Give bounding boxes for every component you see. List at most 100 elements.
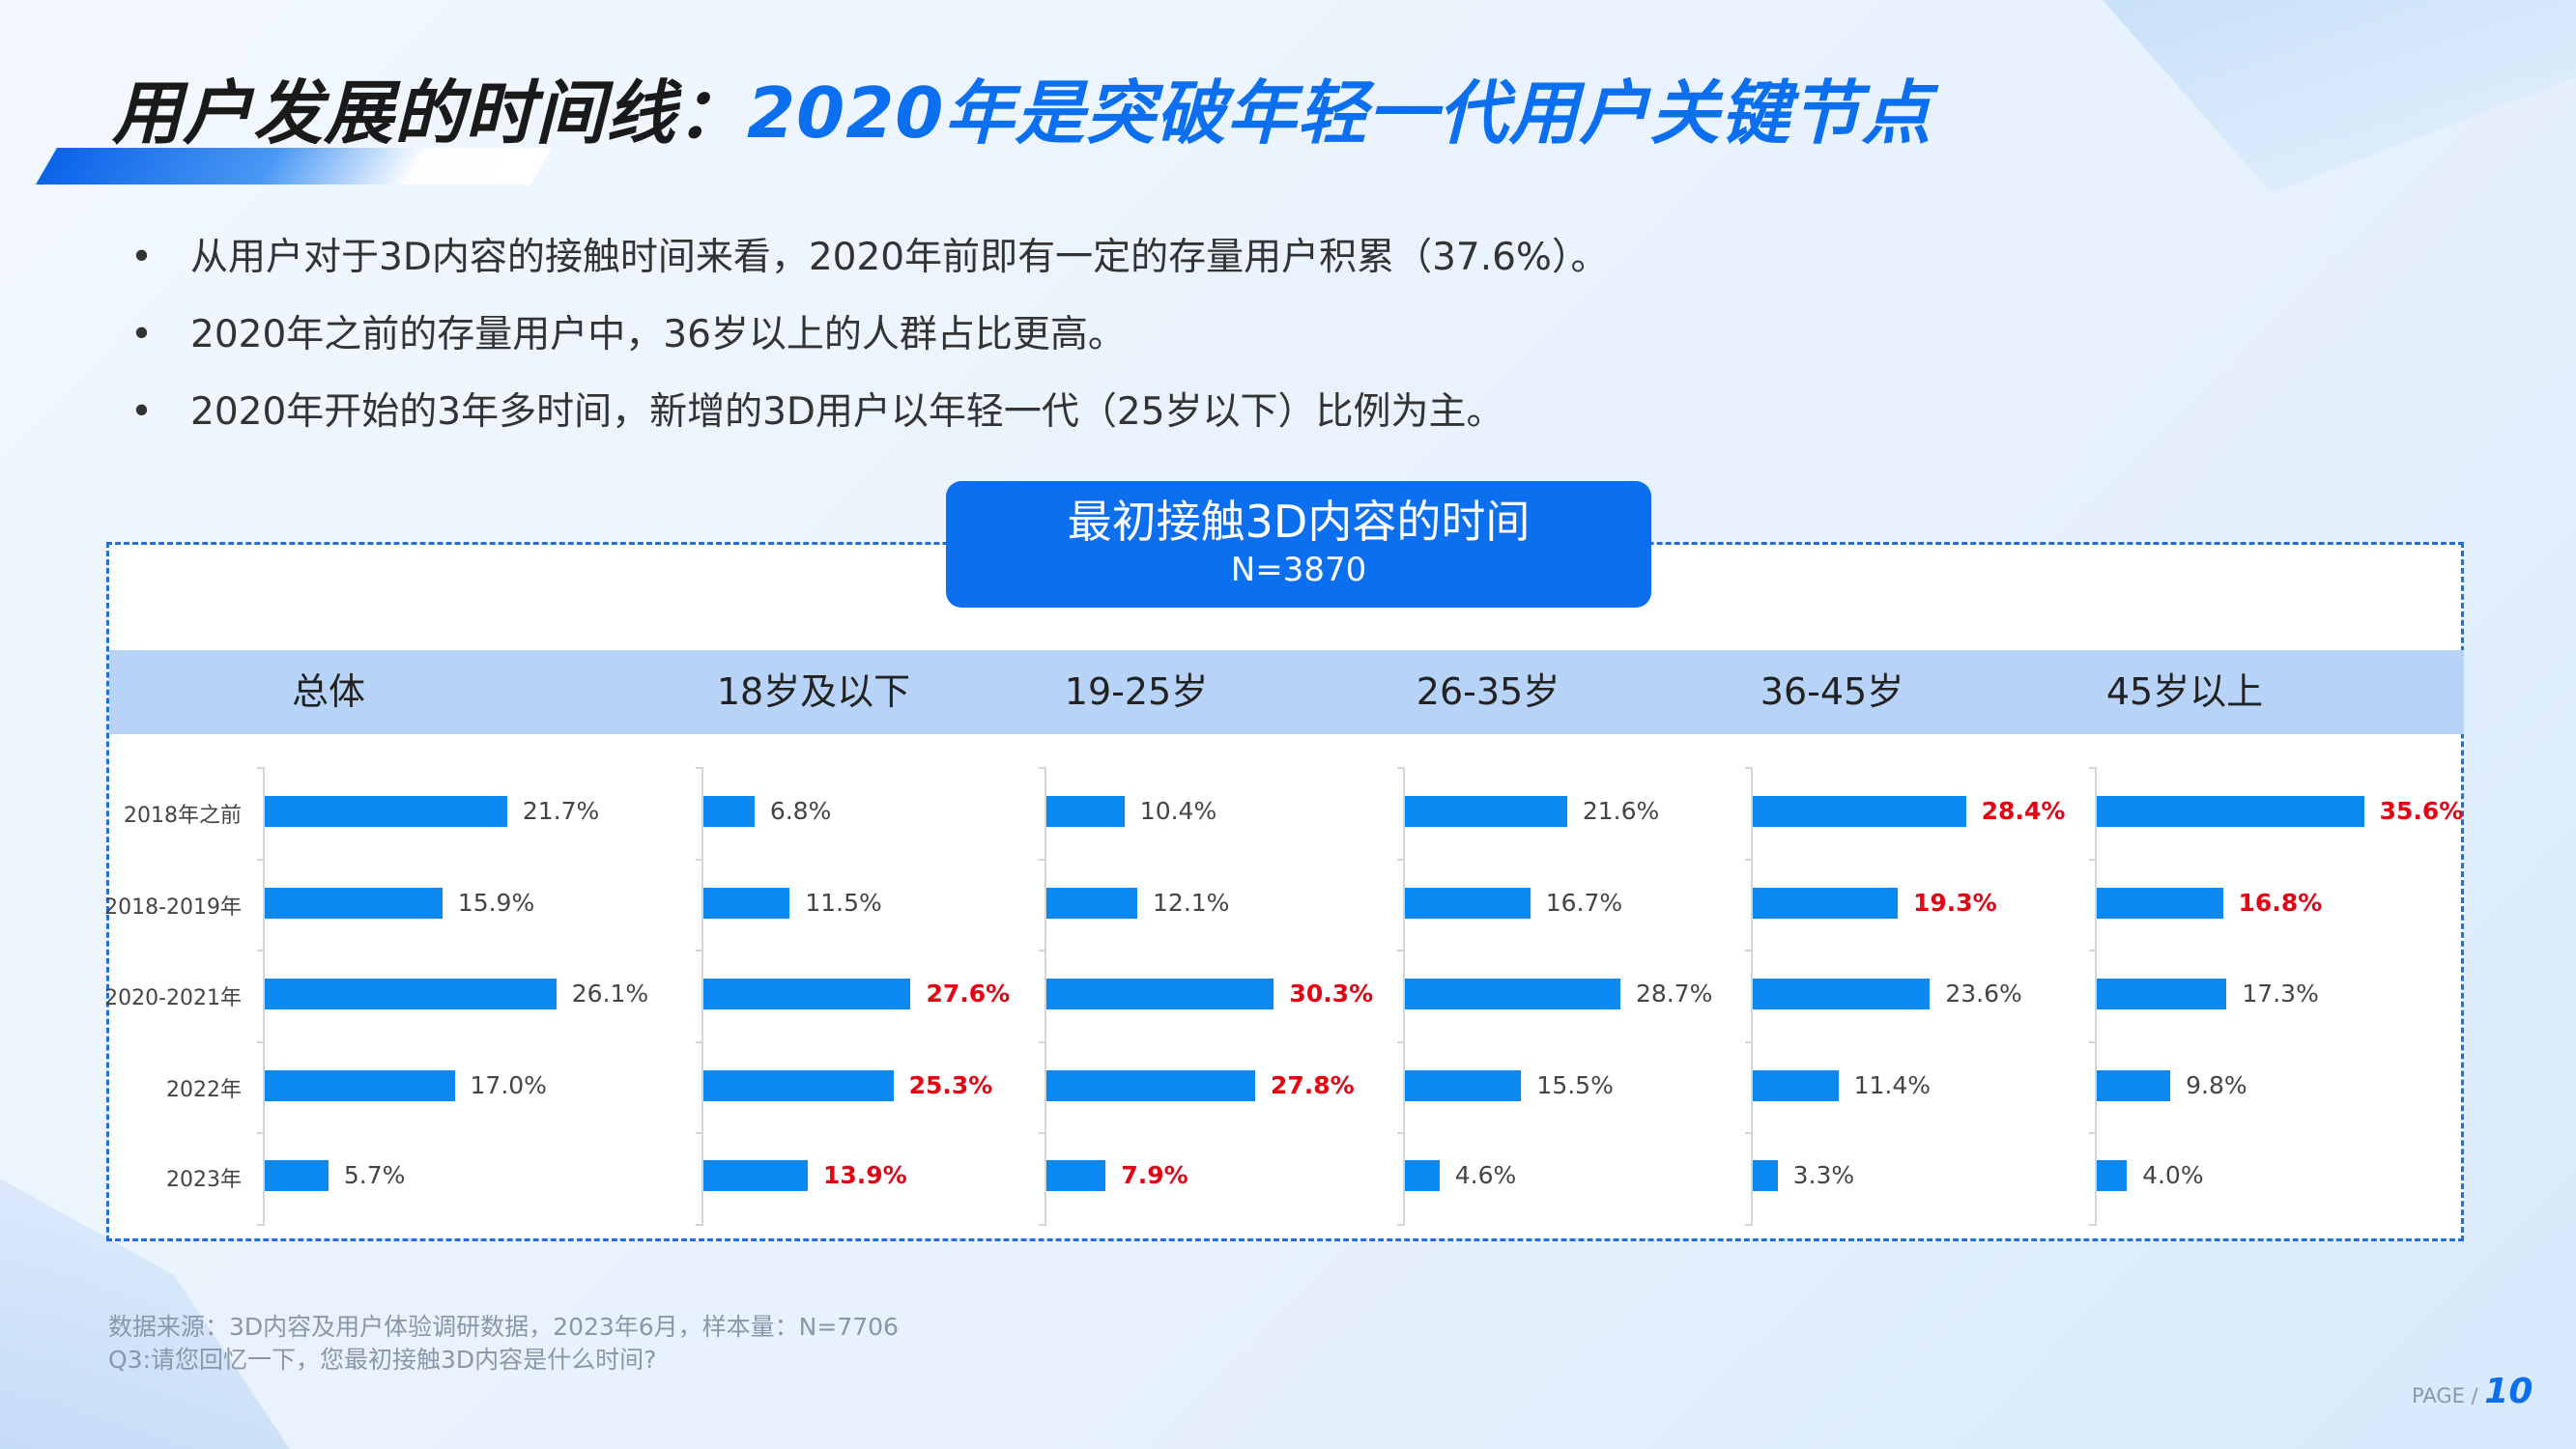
axis-tick [1745, 767, 1753, 769]
axis-tick [2089, 767, 2097, 769]
background-decoration [2103, 0, 2576, 193]
chart-sample-size: N=3870 [1230, 551, 1367, 589]
axis-tick [1397, 1040, 1405, 1043]
data-label: 12.1% [1153, 889, 1230, 917]
page-number-value: 10 [2484, 1372, 2533, 1411]
data-label: 21.6% [1582, 797, 1660, 825]
bar [1046, 979, 1274, 1009]
footer-source: 数据来源：3D内容及用户体验调研数据，2023年6月，样本量：N=7706 [108, 1313, 899, 1341]
axis-tick [1745, 950, 1753, 952]
bar [1405, 888, 1531, 919]
category-label: 2022年 [166, 1078, 242, 1102]
data-label: 17.3% [2242, 980, 2319, 1008]
bar [1405, 796, 1567, 827]
bar [703, 888, 790, 919]
data-label: 15.5% [1536, 1071, 1614, 1099]
axis-line [1751, 767, 1753, 1225]
bar [1405, 979, 1620, 1009]
axis-tick [257, 1224, 265, 1226]
axis-tick [696, 767, 703, 769]
axis-line [1403, 767, 1405, 1225]
bar [1046, 1070, 1255, 1101]
data-label: 15.9% [457, 889, 535, 917]
chart-title: 最初接触3D内容的时间 [1067, 496, 1531, 548]
bar [1405, 1160, 1440, 1191]
axis-tick [696, 950, 703, 952]
bar [1046, 796, 1125, 827]
group-label: 45岁以上 [2105, 670, 2264, 713]
bar [1753, 888, 1898, 919]
group-label: 19-25岁 [1064, 670, 1209, 713]
category-label: 2018-2019年 [104, 895, 242, 920]
bar [1753, 979, 1931, 1009]
data-label: 16.7% [1545, 889, 1623, 917]
axis-tick [2089, 1040, 2097, 1043]
group-label: 总体 [291, 670, 366, 713]
axis-tick [257, 858, 265, 861]
bar [1405, 1070, 1522, 1101]
data-label: 17.0% [470, 1071, 547, 1099]
axis-tick [257, 1040, 265, 1043]
axis-tick [257, 1132, 265, 1135]
bullet-item: 从用户对于3D内容的接触时间来看，2020年前即有一定的存量用户积累（37.6%… [130, 228, 1609, 305]
bullet-item: 2020年开始的3年多时间，新增的3D用户以年轻一代（25岁以下）比例为主。 [130, 383, 1609, 460]
bar [2097, 796, 2364, 827]
category-label: 2018年之前 [124, 804, 242, 828]
axis-tick [1397, 767, 1405, 769]
bar [265, 888, 443, 919]
axis-tick [1039, 1132, 1046, 1135]
axis-tick [1397, 1224, 1405, 1226]
axis-line [1045, 767, 1046, 1225]
group-label: 18岁及以下 [716, 670, 911, 713]
axis-line [701, 767, 703, 1225]
bar [703, 1160, 808, 1191]
data-label: 5.7% [343, 1161, 406, 1189]
axis-tick [1745, 1132, 1753, 1135]
data-label: 23.6% [1945, 980, 2022, 1008]
data-label: 6.8% [769, 797, 832, 825]
axis-tick [1745, 1224, 1753, 1226]
bar [2097, 1160, 2128, 1191]
group-label: 36-45岁 [1760, 670, 1904, 713]
data-label: 3.3% [1792, 1161, 1855, 1189]
data-label: 27.8% [1271, 1071, 1355, 1099]
title-underline-stripe [36, 148, 552, 185]
axis-tick [1039, 858, 1046, 861]
axis-tick [696, 1040, 703, 1043]
title-main: 用户发展的时间线： [112, 72, 748, 154]
bar [265, 979, 557, 1009]
page-title: 用户发展的时间线：2020年是突破年轻一代用户关键节点 [112, 56, 1932, 157]
data-label: 9.8% [2186, 1071, 2247, 1099]
chart-title-badge: 最初接触3D内容的时间 N=3870 [946, 481, 1651, 608]
bar [265, 1070, 455, 1101]
axis-tick [2089, 1132, 2097, 1135]
bar [1046, 888, 1138, 919]
axis-tick [2089, 1224, 2097, 1226]
axis-tick [696, 1132, 703, 1135]
bar [265, 796, 507, 827]
bar [265, 1160, 329, 1191]
bar [703, 796, 755, 827]
bar [703, 1070, 894, 1101]
category-label: 2023年 [166, 1168, 242, 1192]
bar [703, 979, 911, 1009]
data-label: 25.3% [908, 1071, 993, 1099]
axis-tick [2089, 858, 2097, 861]
axis-tick [1039, 767, 1046, 769]
bar [2097, 888, 2223, 919]
footer-question: Q3:请您回忆一下，您最初接触3D内容是什么时间? [108, 1346, 657, 1374]
data-label: 19.3% [1912, 889, 1997, 917]
axis-tick [1745, 1040, 1753, 1043]
bar [1753, 796, 1966, 827]
axis-tick [1397, 1132, 1405, 1135]
data-label: 4.6% [1454, 1161, 1517, 1189]
axis-line [263, 767, 265, 1225]
data-label: 28.4% [1981, 797, 2066, 825]
data-label: 4.0% [2142, 1161, 2204, 1189]
bar [1753, 1070, 1839, 1101]
axis-line [2095, 767, 2097, 1225]
data-label: 27.6% [926, 980, 1011, 1008]
data-label: 35.6% [2379, 797, 2464, 825]
bullet-item: 2020年之前的存量用户中，36岁以上的人群占比更高。 [130, 305, 1609, 383]
category-label: 2020-2021年 [104, 986, 242, 1010]
